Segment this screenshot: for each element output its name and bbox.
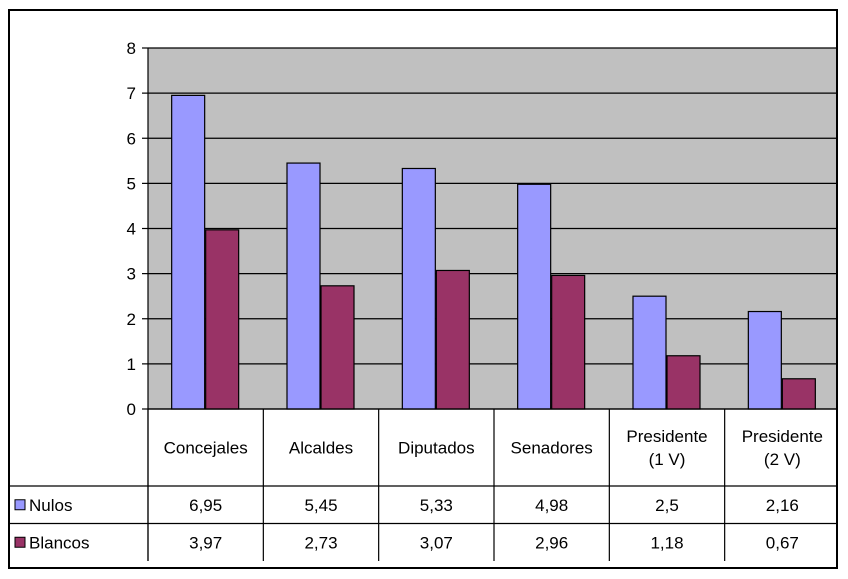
chart-frame: 0 1 2 3 4 5 6 7 8 Concejales Alcaldes Diputados Sena… [8,9,838,569]
bar-nulos [517,183,552,410]
y-tick-label: 5 [127,174,136,193]
bar-blancos [551,274,586,410]
category-label: Senadores [511,439,593,458]
category-label: (2 V) [764,450,801,469]
category-label: (1 V) [649,450,686,469]
bar-blancos [435,269,470,410]
data-table-cell: 3,07 [420,533,453,552]
data-table-cell: 3,97 [189,533,222,552]
y-tick-label: 2 [127,310,136,329]
bar-nulos [286,162,321,410]
category-label: Presidente [742,427,823,446]
y-tick-label: 0 [127,400,136,419]
bar-blancos [205,229,240,410]
y-tick-label: 1 [127,355,136,374]
category-label: Diputados [398,439,475,458]
legend-key-nulos [14,499,26,511]
y-tick-label: 3 [127,265,136,284]
legend-label-nulos: Nulos [29,496,72,515]
data-table-cell: 2,73 [304,533,337,552]
y-tick-label: 7 [127,84,136,103]
bar-nulos [171,94,206,410]
legend-label-blancos: Blancos [29,533,89,552]
data-table-cell: 1,18 [650,533,683,552]
y-tick-label: 4 [127,220,136,239]
bar-blancos [666,355,701,410]
legend-key-blancos [14,536,26,548]
category-label: Alcaldes [289,439,353,458]
data-table-cell: 4,98 [535,496,568,515]
y-tick-label: 6 [127,129,136,148]
data-table-cell: 0,67 [766,533,799,552]
category-label: Concejales [164,439,248,458]
bar-blancos [781,378,816,410]
bar-nulos [401,167,436,410]
bar-chart: 0 1 2 3 4 5 6 7 8 Concejales Alcaldes Diputados Sena… [10,39,836,561]
category-label: Presidente [626,427,707,446]
data-table-cell: 5,45 [304,496,337,515]
data-table-cell: 5,33 [420,496,453,515]
data-table-cell: 2,96 [535,533,568,552]
bar-nulos [632,295,667,410]
bar-blancos [320,285,355,410]
data-table-cell: 2,5 [655,496,679,515]
data-table-cell: 2,16 [766,496,799,515]
bar-nulos [747,310,782,410]
y-tick-label: 8 [127,39,136,58]
data-table-cell: 6,95 [189,496,222,515]
